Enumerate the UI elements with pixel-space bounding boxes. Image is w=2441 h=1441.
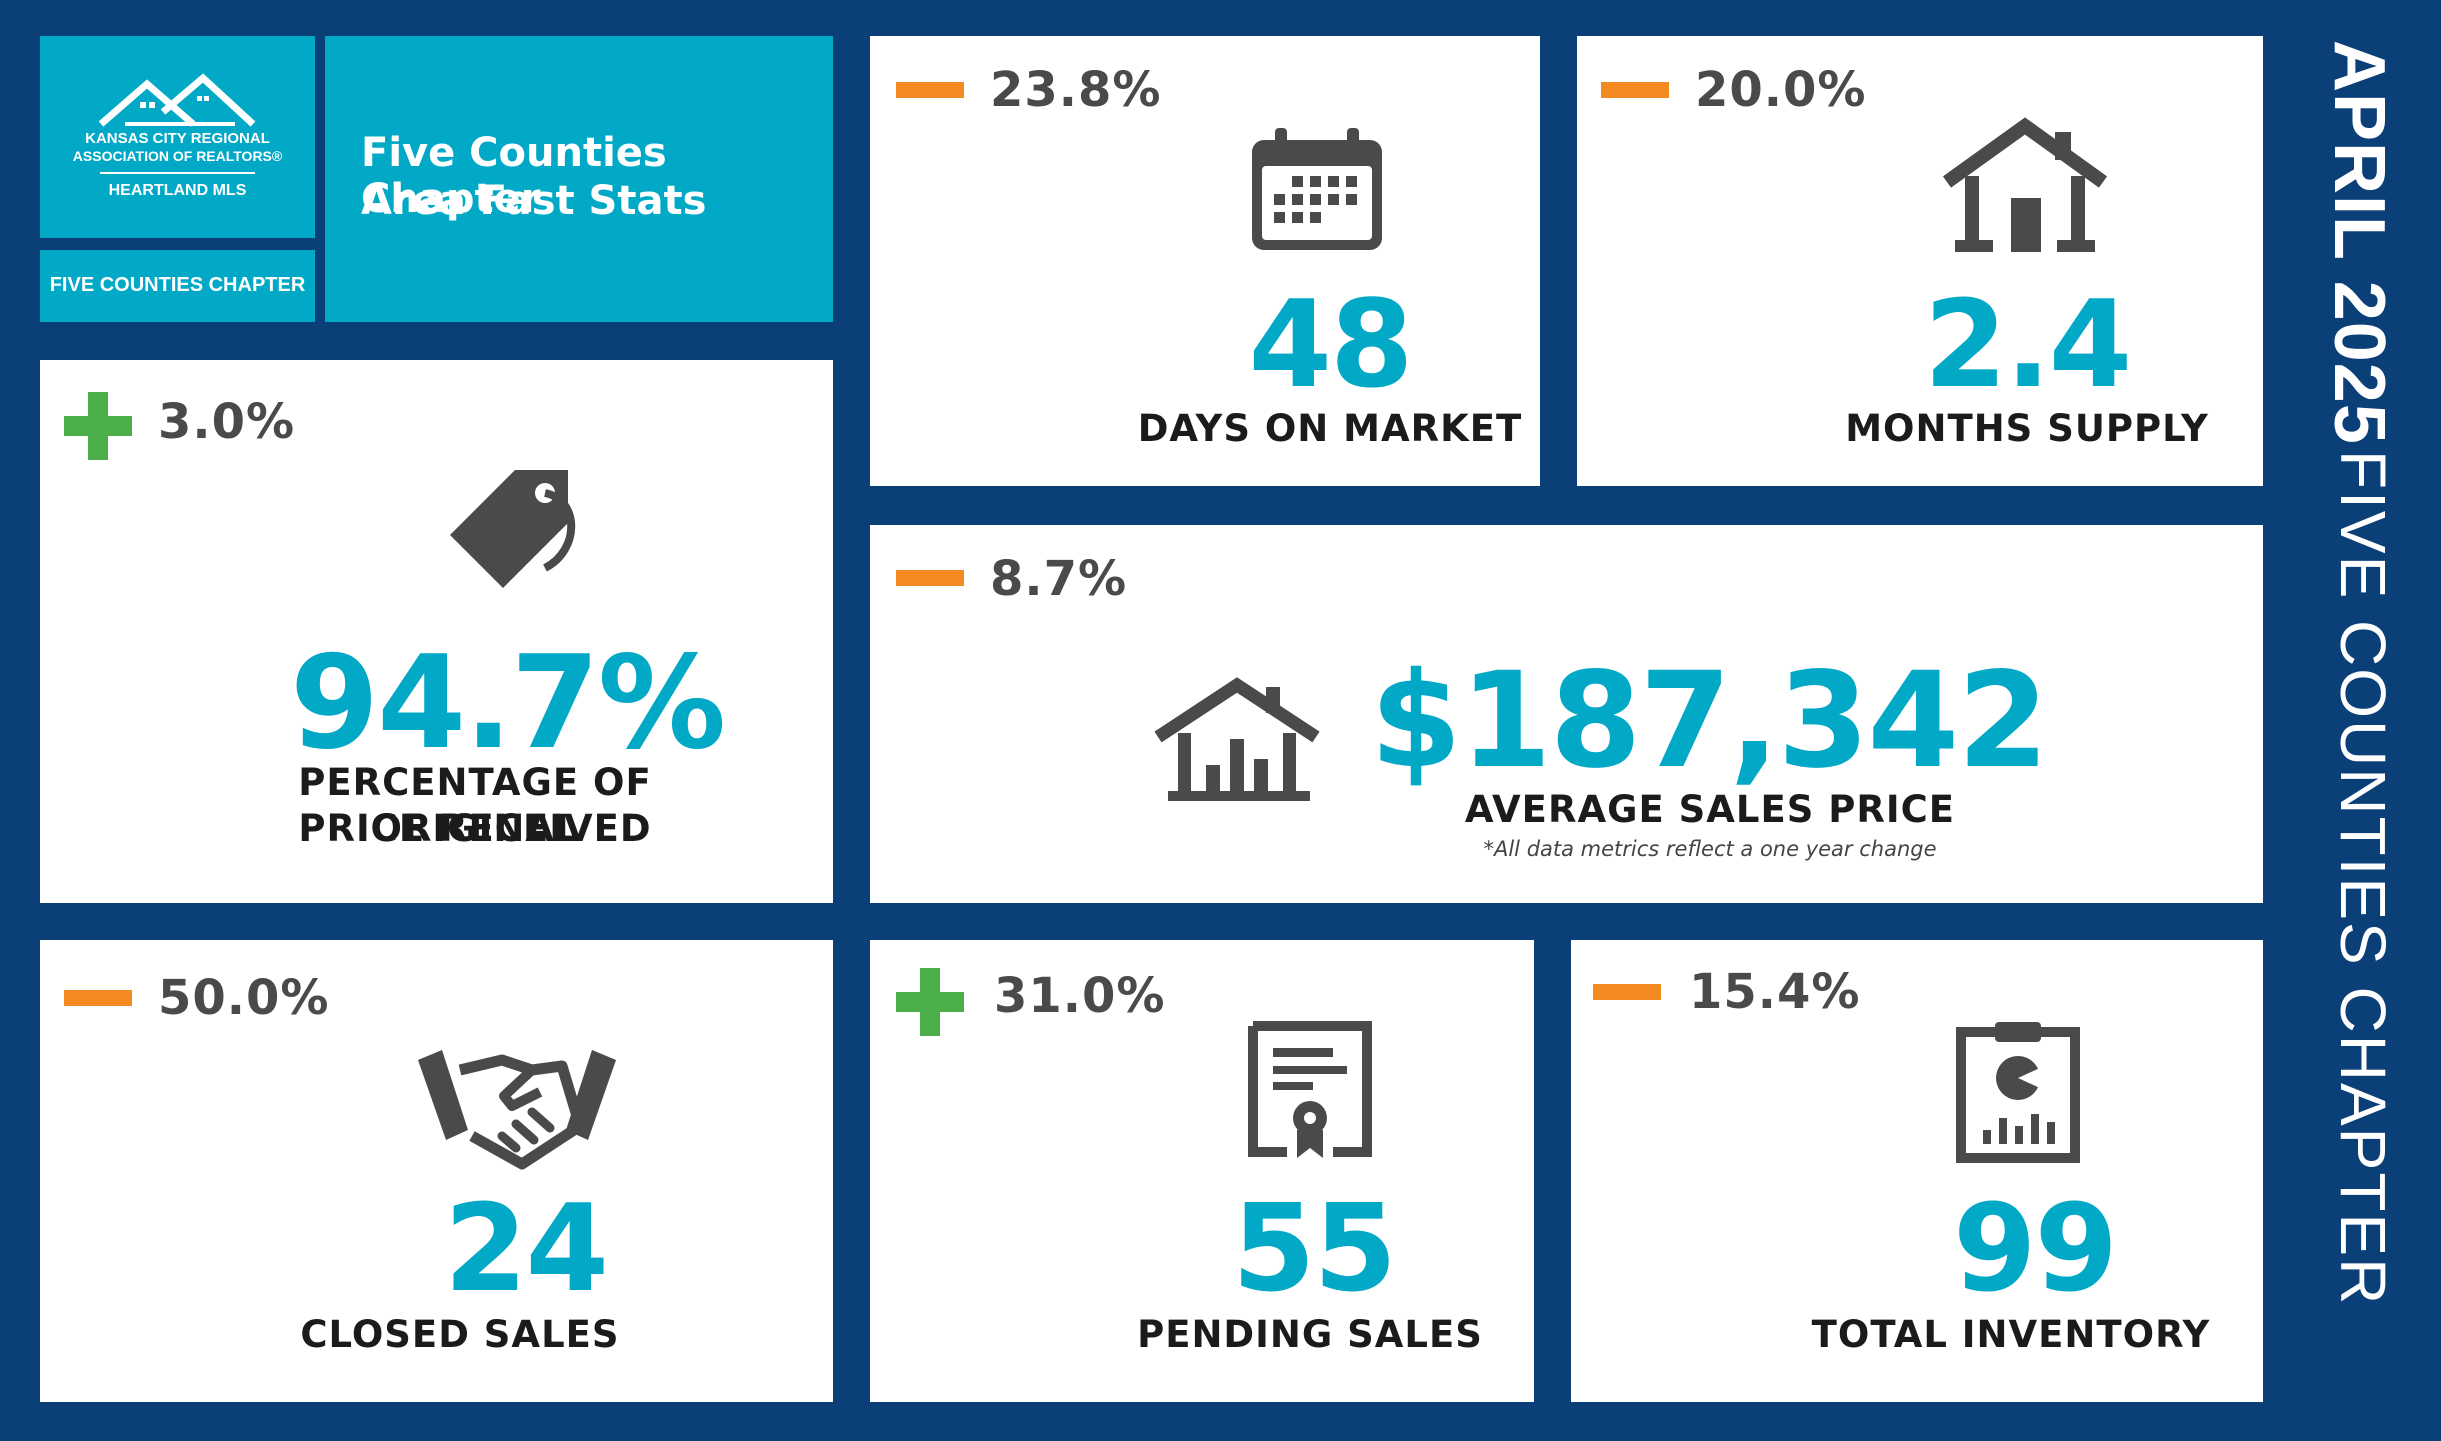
days-on-market-card: 23.8% 48 DAYS ON MARKET [870,36,1540,486]
house-chart-icon [1154,677,1320,801]
price-tag-icon [450,470,576,588]
avg-sales-price-value: $187,342 [1370,644,2049,798]
pending-sales-change: 31.0% [994,968,1166,1024]
pending-sales-card: 31.0% 55 PENDING SALES [870,940,1534,1402]
chapter-name-vertical: FIVE COUNTIES CHAPTER [2327,450,2399,1307]
days-on-market-label: DAYS ON MARKET [1137,407,1523,450]
days-on-market-value: 48 [1248,276,1414,415]
report-date: APRIL 2025 [2319,40,2399,445]
price-received-card: 3.0% 94.7% PERCENTAGE OF ORIGINAL PRICE … [40,360,833,903]
logo-panel: KANSAS CITY REGIONAL ASSOCIATION OF REAL… [40,36,315,238]
house-icon [1942,117,2108,252]
decrease-dash-icon [1593,984,1661,1000]
sidebar: APRIL 2025 FIVE COUNTIES CHAPTER [2290,40,2420,1306]
avg-sales-price-change: 8.7% [990,551,1128,607]
chapter-badge: FIVE COUNTIES CHAPTER [40,250,315,322]
decrease-dash-icon [896,570,964,586]
pending-sales-label: PENDING SALES [1137,1313,1483,1356]
clipboard-chart-icon [1956,1022,2080,1163]
logo-divider [100,172,255,174]
total-inventory-label: TOTAL INVENTORY [1811,1313,2211,1356]
avg-sales-price-label: AVERAGE SALES PRICE [1464,788,1956,831]
decrease-dash-icon [64,990,132,1006]
closed-sales-value: 24 [444,1180,609,1319]
chapter-badge-text: FIVE COUNTIES CHAPTER [49,274,306,296]
closed-sales-card: 50.0% 24 CLOSED SALES [40,940,833,1402]
handshake-icon [418,1050,616,1170]
header-panel: Five Counties Chapter Area Fast Stats [325,36,833,322]
price-received-label-line2: PRICE RECEIVED [298,807,652,850]
page-title-line1: Five Counties Chapter [361,130,667,222]
increase-plus-icon [64,392,132,460]
months-supply-card: 20.0% 2.4 MONTHS SUPPLY [1577,36,2263,486]
avg-sales-price-card: 8.7% $187,342 AVERAGE SALES PRICE *All d… [870,525,2263,903]
page-title-line2: Area Fast Stats [361,178,707,224]
months-supply-value: 2.4 [1923,276,2133,415]
total-inventory-value: 99 [1953,1180,2118,1319]
months-supply-change: 20.0% [1695,62,1867,118]
price-received-value: 94.7% [290,629,726,778]
increase-plus-icon [896,968,964,1036]
total-inventory-card: 15.4% 99 TOTAL INVENTORY [1571,940,2263,1402]
price-received-label-line1: PERCENTAGE OF ORIGINAL [298,761,652,850]
calendar-icon [1252,128,1382,250]
decrease-dash-icon [1601,82,1669,98]
pending-sales-value: 55 [1232,1180,1397,1319]
logo-org-line2: ASSOCIATION OF REALTORS® [72,148,283,164]
total-inventory-change: 15.4% [1689,964,1861,1020]
months-supply-label: MONTHS SUPPLY [1845,407,2209,450]
closed-sales-change: 50.0% [158,970,330,1026]
rooftops-logo-icon [98,73,256,127]
certificate-icon [1248,1021,1372,1158]
days-on-market-change: 23.8% [990,62,1162,118]
price-received-change: 3.0% [158,394,296,450]
logo-org-line3: HEARTLAND MLS [108,182,247,199]
decrease-dash-icon [896,82,964,98]
logo-org-line1: KANSAS CITY REGIONAL [85,130,270,147]
data-footnote: *All data metrics reflect a one year cha… [1483,837,1937,861]
closed-sales-label: CLOSED SALES [300,1313,620,1356]
